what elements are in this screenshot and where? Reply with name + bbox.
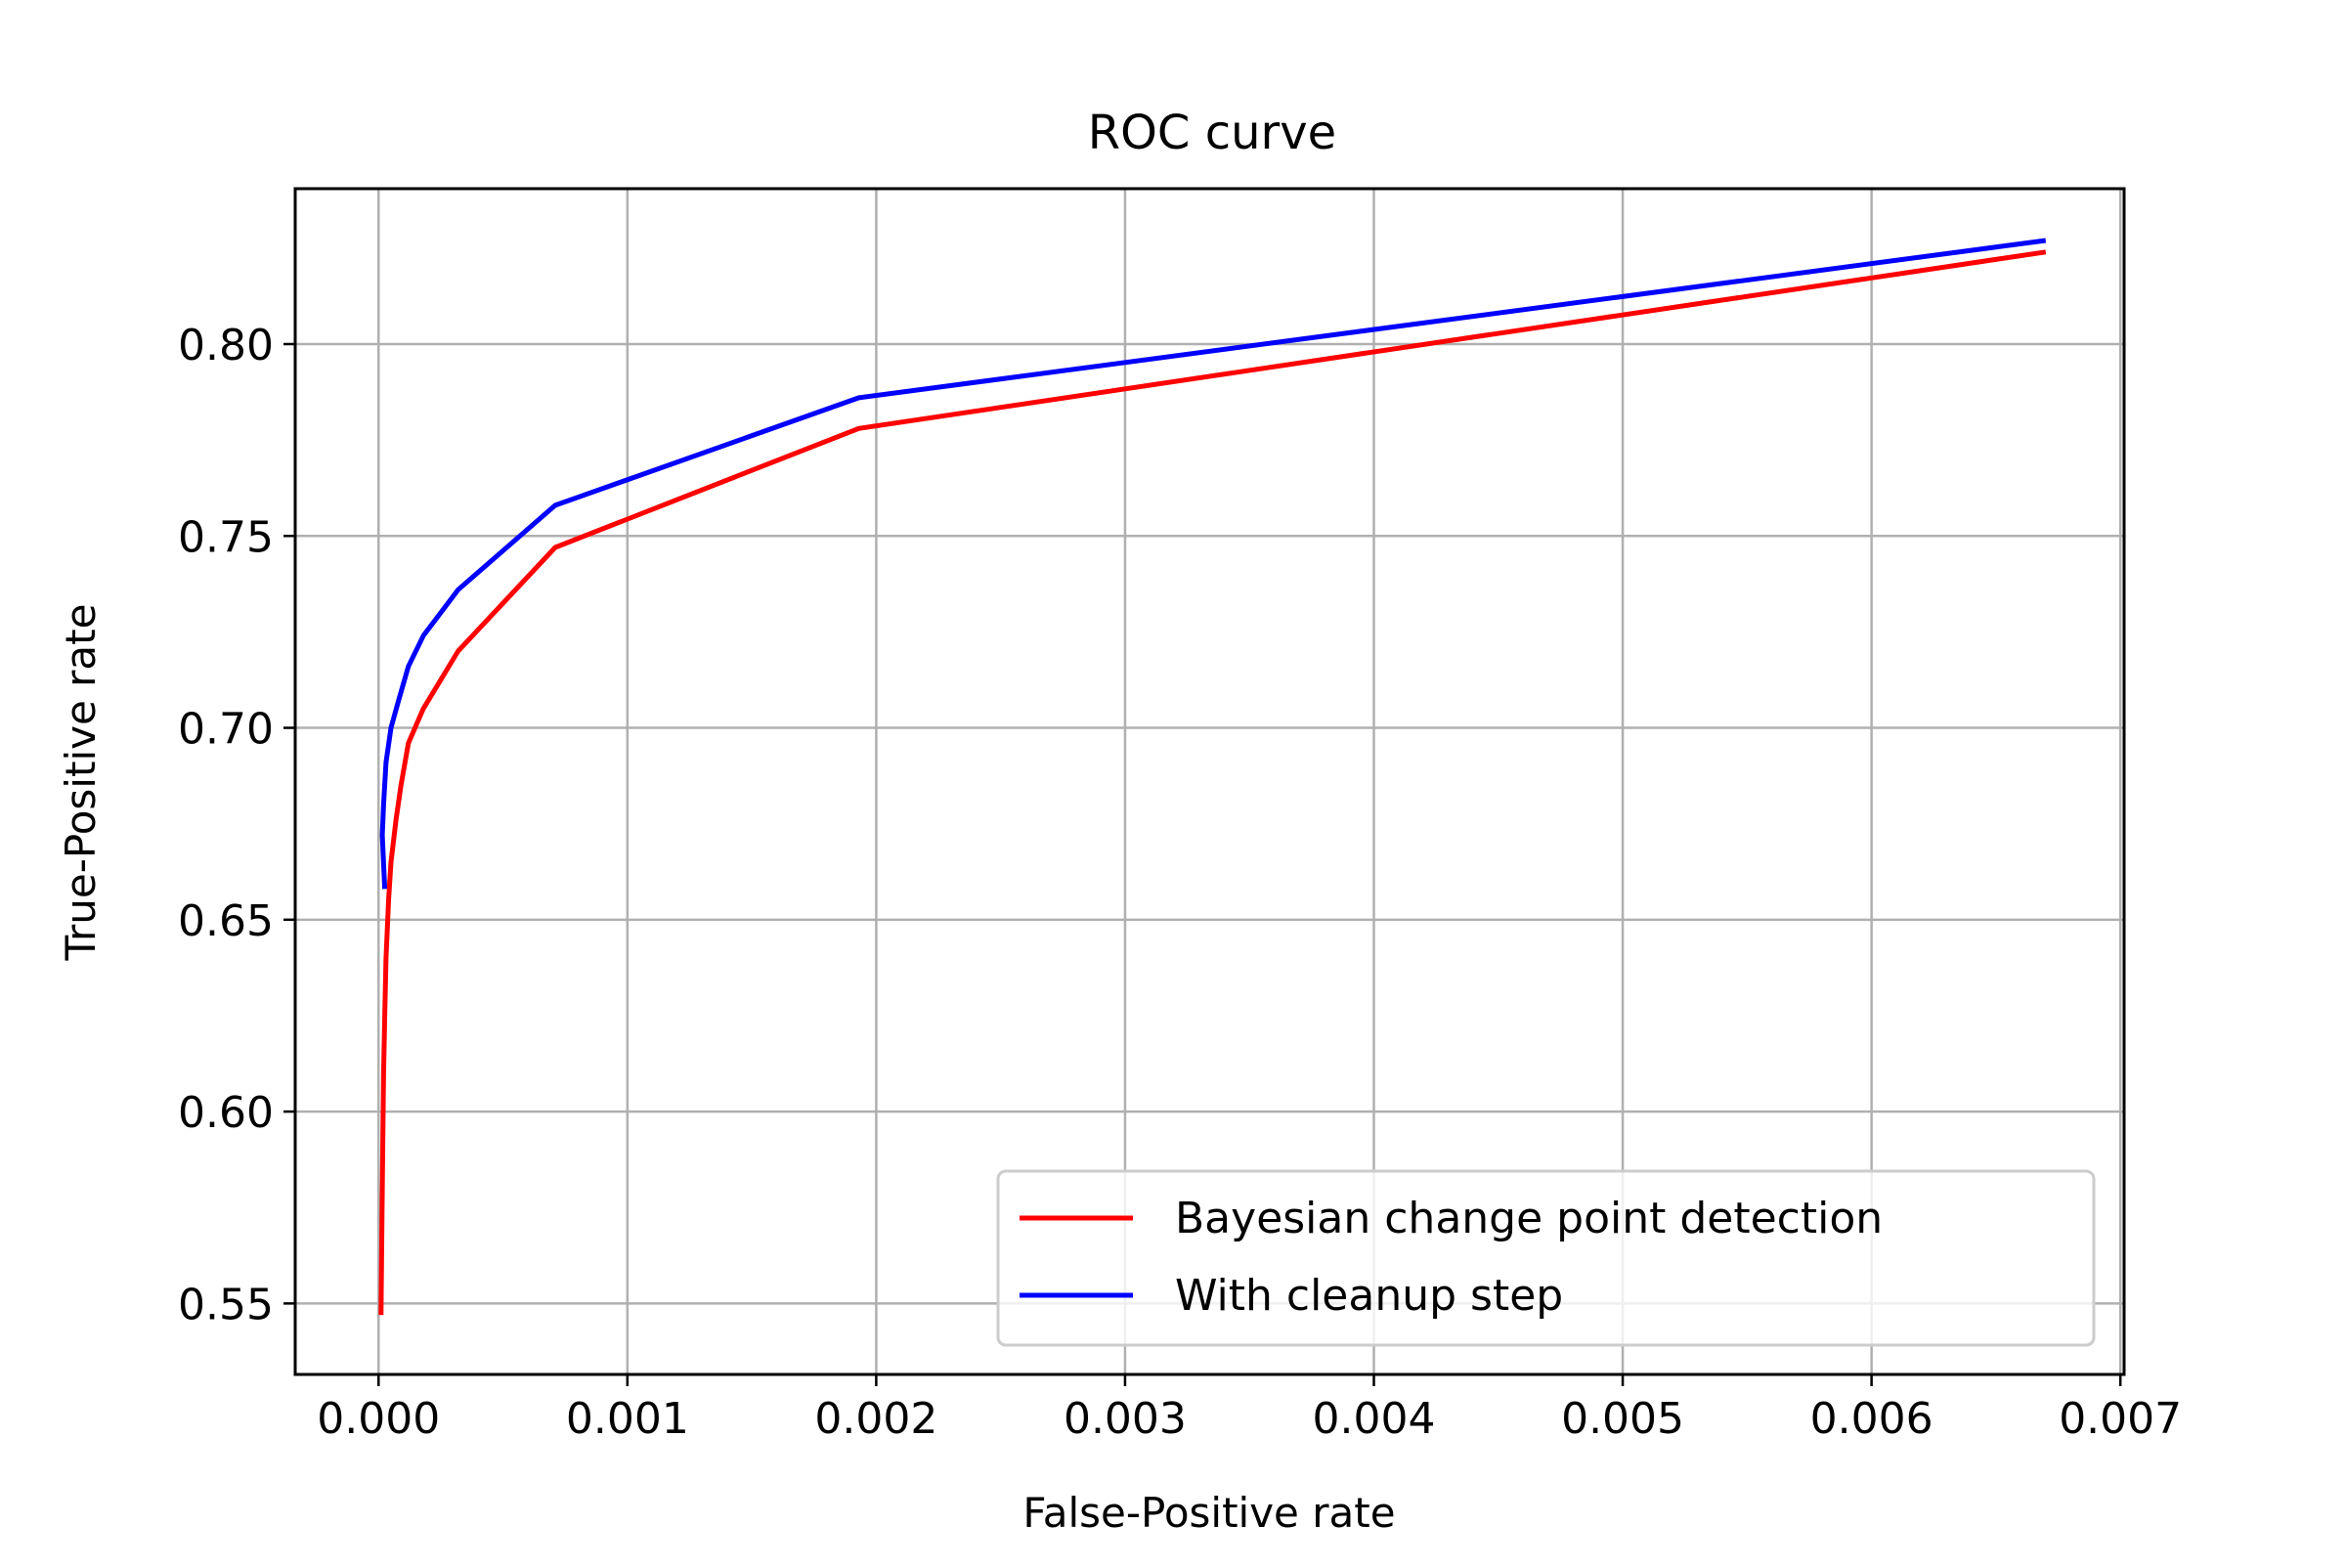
grid — [295, 189, 2124, 1374]
x-axis-ticks: 0.000 0.001 0.002 0.003 0.004 0.005 0.006 0.007 — [317, 1374, 2182, 1444]
legend-box — [996, 1169, 2096, 1347]
x-tick-label: 0.001 — [566, 1394, 689, 1444]
y-tick-label: 0.75 — [178, 512, 274, 562]
chart-title: ROC curve — [1088, 106, 1336, 160]
x-tick-label: 0.003 — [1064, 1394, 1187, 1444]
y-tick-label: 0.60 — [178, 1088, 274, 1138]
x-tick-label: 0.004 — [1313, 1394, 1436, 1444]
y-tick-label: 0.80 — [178, 321, 274, 370]
plot-frame — [293, 187, 2126, 1376]
x-tick-label: 0.006 — [1810, 1394, 1933, 1444]
x-tick-label: 0.002 — [814, 1394, 937, 1444]
x-tick-label: 0.007 — [2059, 1394, 2182, 1444]
y-axis-label: True-Positive rate — [57, 604, 105, 962]
y-tick-label: 0.65 — [178, 896, 274, 946]
y-axis-ticks: 0.55 0.60 0.65 0.70 0.75 0.80 — [178, 321, 295, 1329]
bayesian-series-line — [378, 249, 2047, 1316]
y-tick-label: 0.70 — [178, 705, 274, 755]
x-tick-label: 0.005 — [1561, 1394, 1684, 1444]
y-tick-label: 0.55 — [178, 1280, 274, 1329]
legend: Bayesian change point detection With cle… — [996, 1169, 2096, 1347]
legend-label-bayesian: Bayesian change point detection — [1175, 1194, 1883, 1243]
cleanup-series-line — [379, 238, 2047, 890]
x-axis-label: False-Positive rate — [1022, 1489, 1395, 1537]
legend-label-cleanup: With cleanup step — [1175, 1271, 1563, 1321]
x-tick-label: 0.000 — [317, 1394, 440, 1444]
series-lines — [378, 238, 2047, 1316]
